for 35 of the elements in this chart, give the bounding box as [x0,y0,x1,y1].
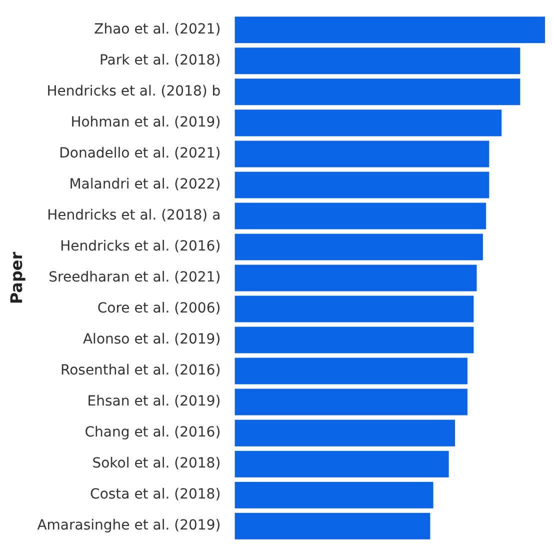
y-tick-label: Chang et al. (2016) [84,424,221,441]
y-tick-label: Hohman et al. (2019) [70,114,221,131]
y-tick-label: Hendricks et al. (2018) a [47,208,221,224]
bar [234,296,474,322]
bar [234,450,449,478]
bar [234,202,486,230]
bar [234,420,456,446]
bar [234,16,545,44]
y-tick-label: Ehsan et al. (2019) [87,394,221,410]
y-tick-label: Zhao et al. (2021) [94,22,221,38]
bar [234,512,430,540]
y-tick-label: Rosenthal et al. (2016) [60,362,221,379]
y-tick-label: Malandri et al. (2022) [69,176,221,193]
y-tick-label: Sreedharan et al. (2021) [48,270,221,286]
y-tick-label: Hendricks et al. (2018) b [46,84,221,100]
bar [234,110,502,136]
y-tick-label: Sokol et al. (2018) [92,456,221,472]
y-tick-label: Core et al. (2006) [97,300,221,317]
bar [234,140,490,168]
y-tick-label: Donadello et al. (2021) [59,146,221,162]
y-tick-label: Park et al. (2018) [99,52,221,69]
y-axis-title: Paper [6,252,26,304]
bar [234,388,468,416]
bar [234,326,474,354]
y-tick-label: Costa et al. (2018) [90,486,221,503]
bar [234,172,490,198]
bar [234,264,477,292]
y-tick-label: Hendricks et al. (2016) [60,238,221,255]
bar [234,358,468,384]
y-tick-label: Alonso et al. (2019) [82,332,221,348]
bar [234,78,520,106]
bar [234,482,434,508]
bar [234,48,520,74]
y-tick-label: Amarasinghe et al. (2019) [37,518,221,534]
bar [234,234,483,260]
